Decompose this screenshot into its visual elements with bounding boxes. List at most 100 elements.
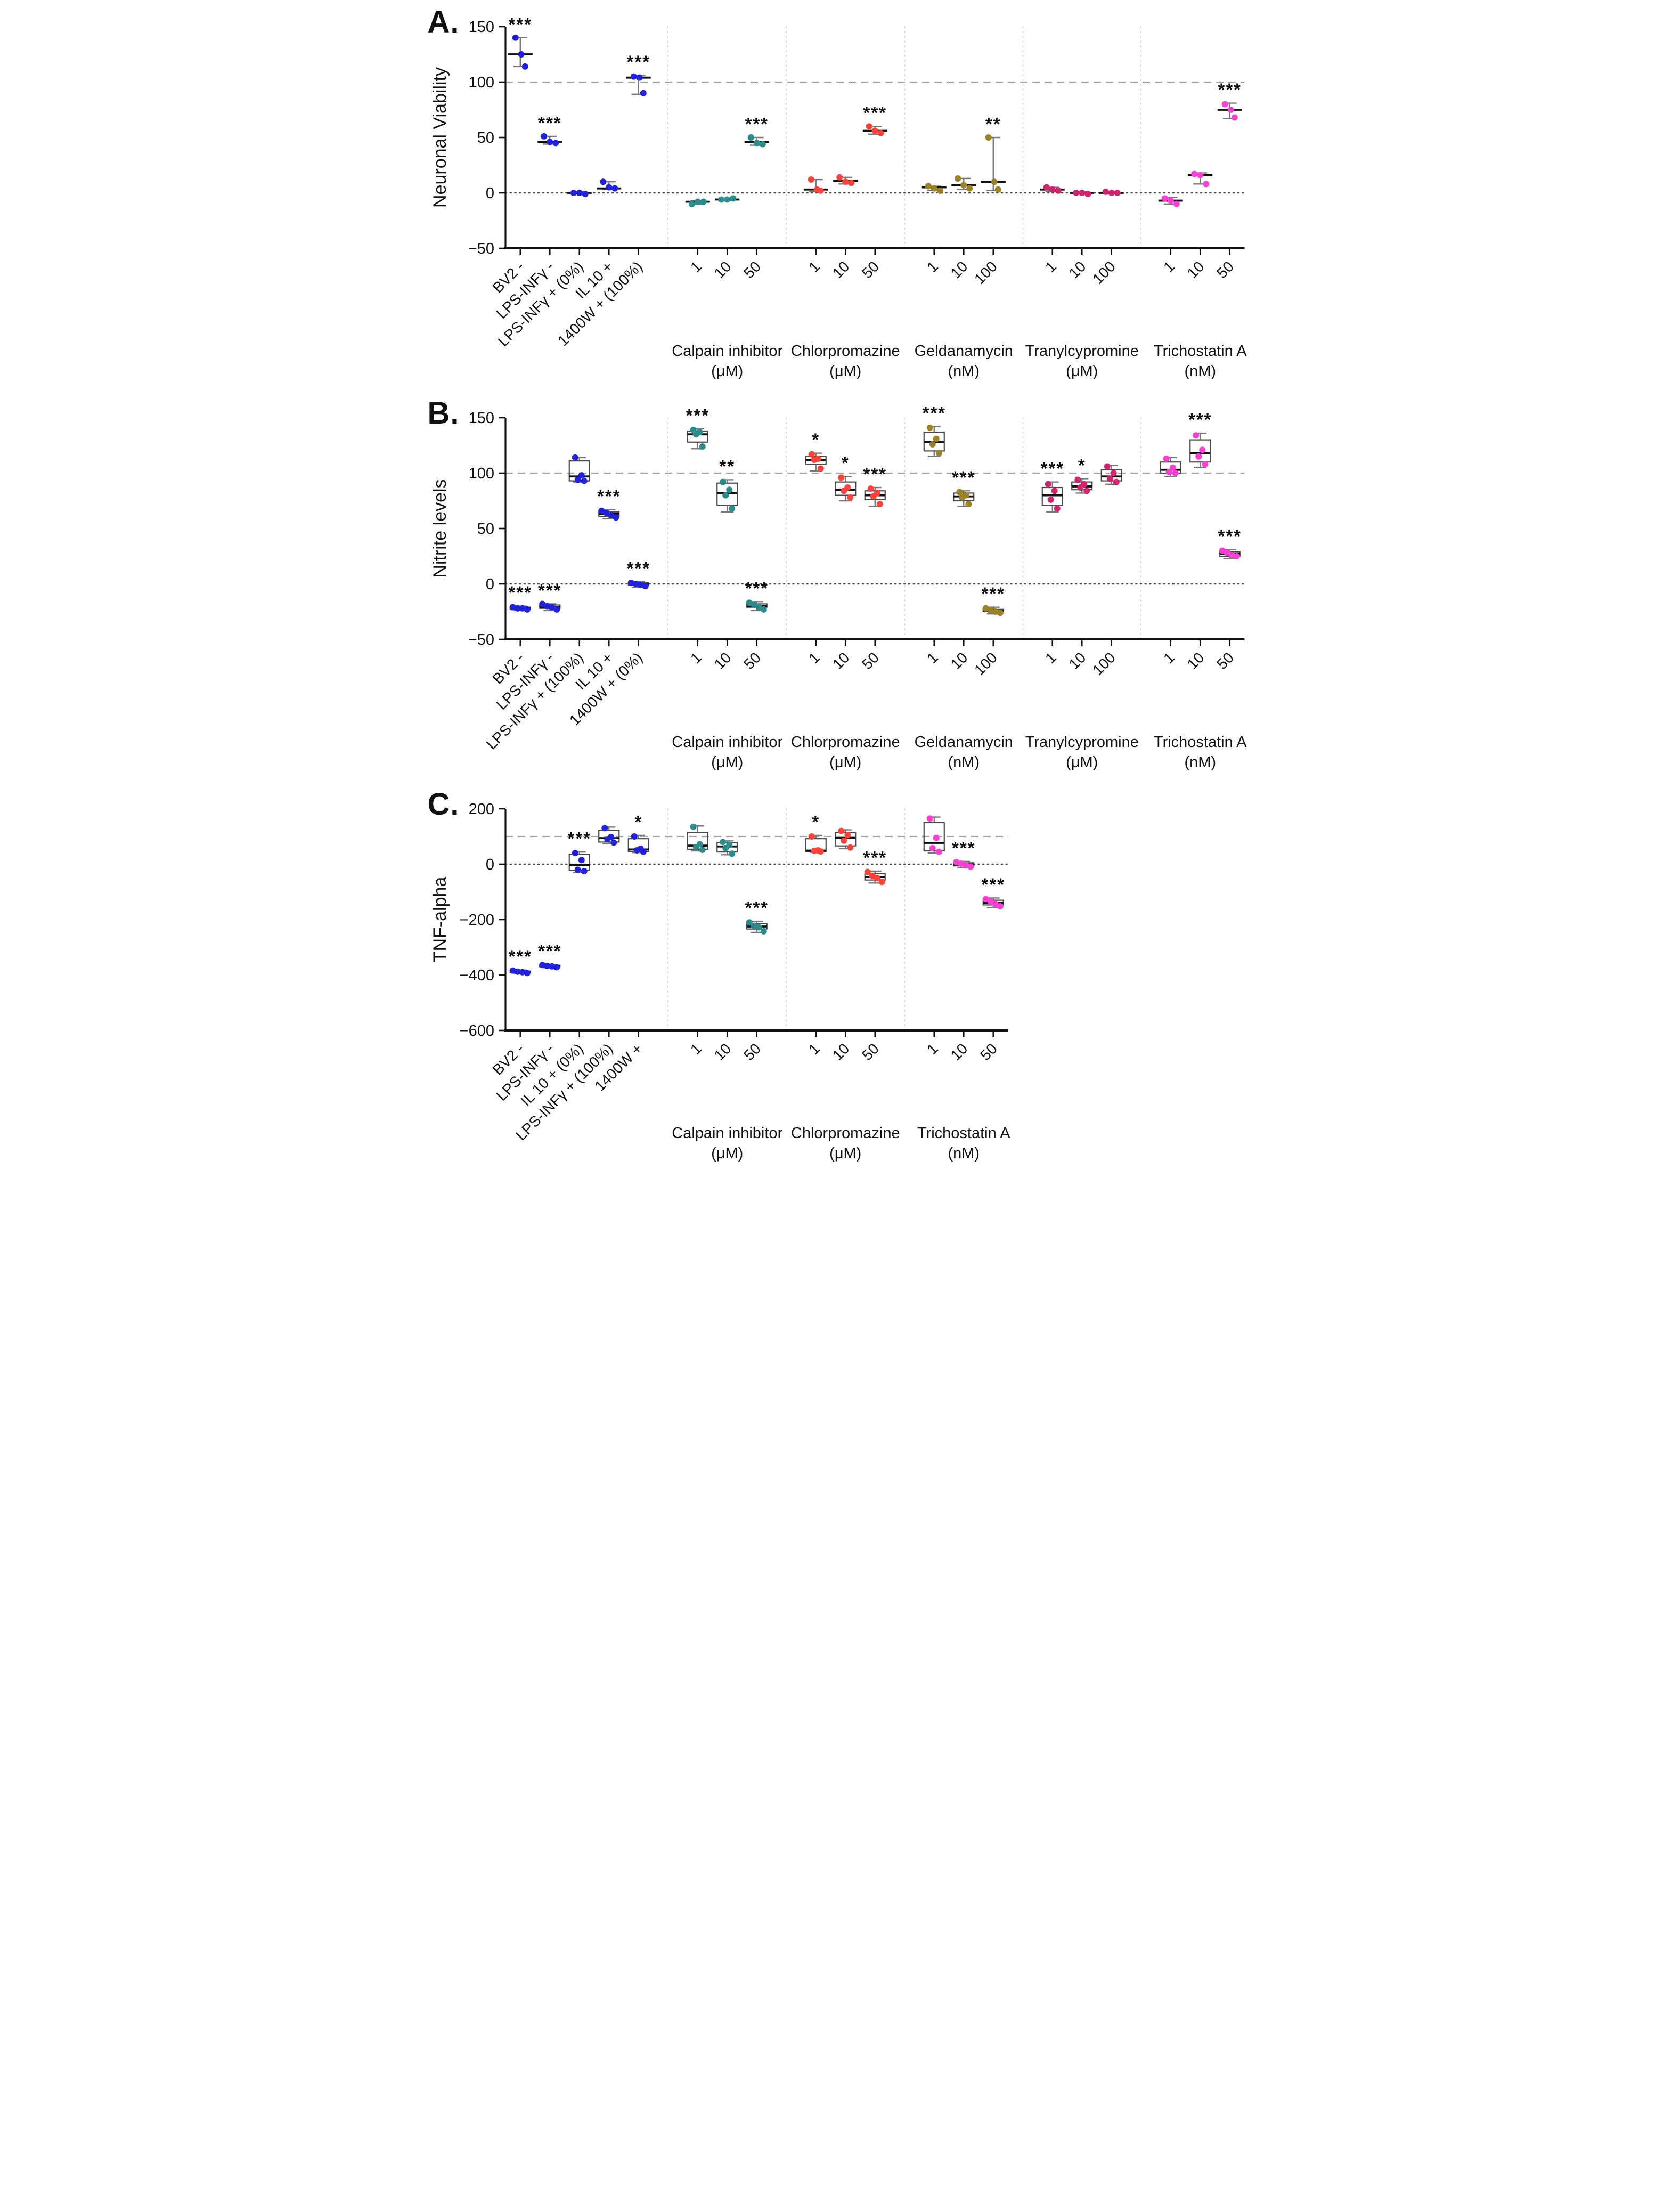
svg-text:10: 10 [1184, 258, 1207, 281]
svg-text:10: 10 [947, 258, 971, 281]
svg-text:150: 150 [468, 19, 494, 36]
svg-text:−400: −400 [459, 967, 494, 984]
svg-text:***: *** [686, 405, 709, 425]
svg-text:1: 1 [1042, 258, 1059, 275]
svg-text:100: 100 [971, 258, 1000, 287]
panel-b-label: B. [427, 396, 460, 431]
svg-text:10: 10 [1184, 649, 1207, 672]
svg-text:***: *** [537, 113, 561, 133]
svg-text:(nM): (nM) [948, 363, 980, 380]
svg-text:50: 50 [859, 1040, 882, 1063]
svg-text:10: 10 [1065, 649, 1089, 672]
panel-b: B. 150 100 50 0 −50 Nitrite levels *** BV2 - ***… [420, 394, 1260, 781]
svg-text:(μM): (μM) [829, 1145, 861, 1162]
svg-text:***: *** [951, 467, 975, 487]
svg-text:1: 1 [1042, 649, 1059, 667]
svg-text:50: 50 [859, 649, 882, 672]
svg-text:50: 50 [740, 1040, 764, 1063]
svg-text:10: 10 [829, 649, 852, 672]
svg-text:Chlorpromazine: Chlorpromazine [790, 734, 900, 751]
panel-a-label: A. [427, 5, 460, 39]
svg-text:100: 100 [468, 74, 494, 91]
svg-text:1: 1 [1160, 649, 1178, 667]
svg-text:0: 0 [485, 856, 494, 873]
svg-text:100: 100 [468, 465, 494, 482]
svg-text:***: *** [508, 583, 532, 603]
svg-text:Tranylcypromine: Tranylcypromine [1025, 343, 1138, 360]
svg-text:1: 1 [805, 1040, 823, 1058]
svg-text:(μM): (μM) [829, 363, 861, 380]
panel-c: C. 200 0 −200 −400 −600 TNF-alpha *** BV2 - *** L… [420, 785, 1260, 1172]
svg-text:(μM): (μM) [1066, 363, 1098, 380]
svg-text:−200: −200 [459, 912, 494, 929]
svg-text:(μM): (μM) [829, 754, 861, 771]
svg-text:***: *** [863, 848, 887, 867]
svg-text:***: *** [626, 52, 650, 72]
svg-text:10: 10 [947, 649, 971, 672]
svg-text:*: * [1078, 455, 1086, 475]
svg-text:***: *** [508, 947, 532, 967]
svg-text:TNF-alpha: TNF-alpha [430, 877, 450, 963]
svg-text:***: *** [567, 829, 591, 848]
svg-text:Calpain inhibitor: Calpain inhibitor [672, 1125, 782, 1142]
svg-text:1: 1 [924, 1040, 941, 1058]
svg-text:−600: −600 [459, 1022, 494, 1039]
svg-text:***: *** [1188, 410, 1212, 429]
svg-text:Neuronal Viability: Neuronal Viability [430, 67, 450, 208]
svg-text:Trichostatin A: Trichostatin A [917, 1125, 1010, 1142]
svg-text:10: 10 [711, 1040, 734, 1063]
svg-text:1: 1 [924, 649, 941, 667]
svg-text:(nM): (nM) [948, 1145, 980, 1162]
svg-text:***: *** [863, 464, 887, 484]
svg-text:1: 1 [687, 649, 705, 667]
svg-text:***: *** [1218, 80, 1242, 100]
svg-text:−50: −50 [468, 240, 494, 257]
svg-text:***: *** [745, 114, 769, 134]
panel-c-chart: 200 0 −200 −400 −600 TNF-alpha *** BV2 - *** LPS-… [420, 785, 1260, 1172]
svg-text:***: *** [863, 103, 887, 123]
svg-text:***: *** [981, 584, 1005, 604]
svg-text:50: 50 [977, 1040, 1000, 1063]
svg-text:(μM): (μM) [1066, 754, 1098, 771]
svg-text:***: *** [745, 578, 769, 598]
svg-text:**: ** [985, 114, 1001, 134]
svg-text:Trichostatin A: Trichostatin A [1153, 734, 1246, 751]
svg-text:1: 1 [687, 1040, 705, 1058]
svg-text:(nM): (nM) [1184, 363, 1216, 380]
svg-text:Geldanamycin: Geldanamycin [914, 343, 1013, 360]
svg-text:10: 10 [711, 258, 734, 281]
svg-text:Nitrite levels: Nitrite levels [430, 479, 450, 578]
svg-text:***: *** [597, 486, 621, 506]
svg-text:*: * [634, 812, 642, 832]
svg-text:***: *** [1040, 459, 1064, 478]
figure: A. 150 100 50 0 −50 Neuronal Viability *** BV2 … [420, 0, 1260, 1192]
panel-a: A. 150 100 50 0 −50 Neuronal Viability *** BV2 … [420, 3, 1260, 390]
svg-text:−50: −50 [468, 631, 494, 648]
svg-text:Trichostatin A: Trichostatin A [1153, 343, 1246, 360]
svg-text:200: 200 [468, 801, 494, 818]
svg-text:1: 1 [1160, 258, 1178, 275]
svg-text:1: 1 [924, 258, 941, 275]
svg-text:***: *** [981, 874, 1005, 894]
svg-text:***: *** [626, 558, 650, 578]
svg-text:100: 100 [971, 649, 1000, 678]
svg-text:Chlorpromazine: Chlorpromazine [790, 1125, 900, 1142]
svg-text:***: *** [508, 14, 532, 34]
svg-text:Chlorpromazine: Chlorpromazine [790, 343, 900, 360]
svg-text:*: * [812, 812, 820, 832]
svg-text:50: 50 [740, 649, 764, 672]
svg-text:*: * [812, 430, 820, 450]
svg-text:50: 50 [477, 129, 494, 147]
svg-text:1: 1 [805, 258, 823, 275]
svg-text:Calpain inhibitor: Calpain inhibitor [672, 343, 782, 360]
svg-text:(nM): (nM) [948, 754, 980, 771]
svg-text:10: 10 [1065, 258, 1089, 281]
svg-text:50: 50 [740, 258, 764, 281]
svg-text:***: *** [951, 838, 975, 858]
svg-text:Tranylcypromine: Tranylcypromine [1025, 734, 1138, 751]
svg-text:100: 100 [1089, 649, 1119, 678]
panel-b-chart: 150 100 50 0 −50 Nitrite levels *** BV2 - *** LPS… [420, 394, 1260, 781]
